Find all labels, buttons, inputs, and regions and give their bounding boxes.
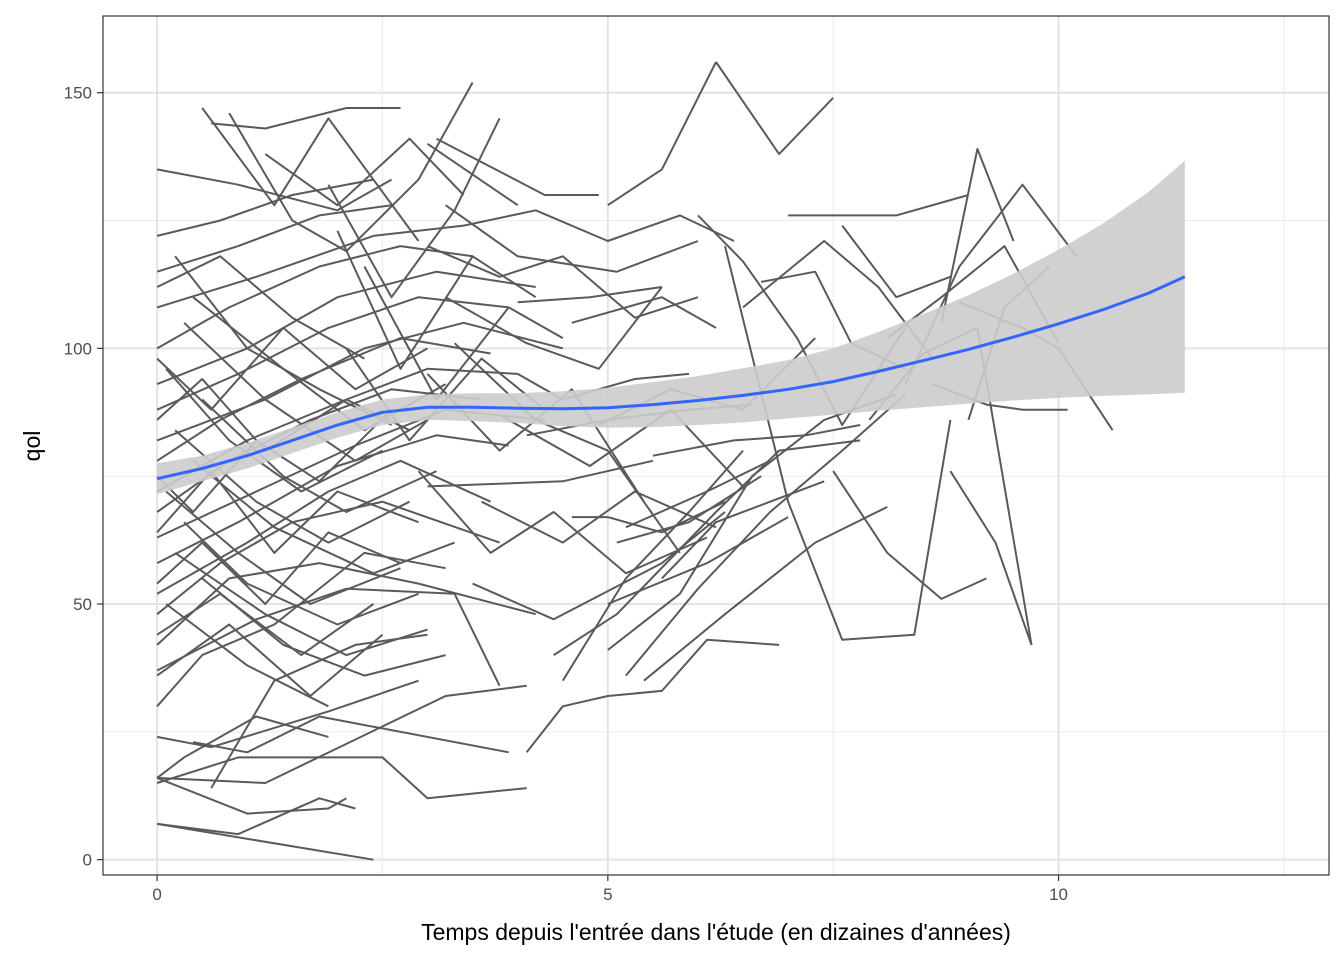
- trajectory-line: [156, 562, 536, 646]
- y-tick-label: 150: [64, 84, 92, 103]
- confidence-ribbon: [157, 160, 1185, 495]
- trajectory-line: [165, 368, 383, 493]
- trajectory-line: [436, 137, 599, 196]
- individual-trajectories: [156, 61, 1114, 861]
- trajectory-line: [192, 715, 509, 754]
- trajectory-line: [192, 460, 455, 575]
- trajectory-line: [156, 715, 329, 779]
- trajectory-line: [211, 107, 401, 130]
- trajectory-line: [156, 592, 374, 657]
- trajectory-line: [832, 470, 987, 600]
- trajectory-line: [156, 326, 428, 411]
- y-tick-label: 100: [64, 339, 92, 358]
- trajectory-line: [363, 266, 564, 401]
- trajectory-line: [174, 552, 428, 657]
- trajectory-line: [652, 424, 861, 457]
- trajectory-line: [156, 434, 509, 564]
- trajectory-line: [165, 603, 329, 708]
- trajectory-line: [201, 398, 437, 513]
- trajectory-line: [156, 776, 347, 815]
- trajectory-line: [336, 230, 537, 370]
- trajectory-line: [157, 684, 527, 784]
- trajectory-line: [156, 270, 536, 386]
- trajectory-line: [156, 470, 419, 554]
- trajectory-line: [156, 679, 419, 749]
- trajectory-line: [156, 531, 401, 605]
- trajectory-line: [661, 480, 825, 580]
- trajectory-line: [445, 204, 699, 273]
- trajectory-line: [715, 61, 834, 156]
- trajectory-line: [561, 449, 744, 682]
- x-tick-label: 10: [1049, 885, 1068, 904]
- trajectory-line: [156, 822, 374, 861]
- smooth-trend-line: [156, 275, 1186, 481]
- trajectory-line: [201, 107, 420, 242]
- trajectory-line: [156, 255, 365, 360]
- y-tick-label: 0: [83, 851, 92, 870]
- trajectory-line: [427, 459, 654, 488]
- y-tick-label: 50: [73, 595, 92, 614]
- plot-border: [102, 15, 1330, 876]
- trajectory-line: [571, 500, 726, 534]
- trajectory-line: [183, 521, 419, 626]
- trajectory-line: [472, 511, 726, 621]
- trajectory-line: [625, 393, 906, 677]
- x-axis-ticks: 0 5 10: [152, 875, 1068, 904]
- trajectory-line: [571, 296, 717, 329]
- trajectory-line: [156, 321, 564, 442]
- trajectory-line: [453, 342, 681, 554]
- trajectory-line: [156, 224, 464, 309]
- trajectory-line: [165, 490, 401, 605]
- trajectory-line: [499, 408, 744, 488]
- trajectory-line: [156, 204, 392, 273]
- trajectory-line: [427, 245, 699, 319]
- trajectory-line: [264, 137, 465, 207]
- trajectory-line: [156, 623, 384, 697]
- trajectory-line: [156, 551, 446, 707]
- trajectory-line: [940, 147, 1015, 324]
- trajectory-line: [517, 286, 663, 304]
- trajectory-line: [156, 168, 392, 212]
- x-tick-label: 5: [603, 885, 612, 904]
- trajectory-line: [841, 224, 951, 299]
- x-axis-title: Temps depuis l'entrée dans l'étude (en d…: [421, 919, 1011, 945]
- y-axis-title: qol: [19, 431, 45, 462]
- x-tick-label: 0: [152, 885, 161, 904]
- trajectory-line: [174, 255, 392, 426]
- trajectory-line: [607, 61, 717, 207]
- trajectory-line: [525, 638, 780, 753]
- trajectory-line: [445, 286, 663, 370]
- trajectory-line: [417, 470, 708, 575]
- y-axis-ticks: 0 50 100 150: [64, 84, 103, 870]
- trajectory-line: [949, 470, 1033, 646]
- trajectory-line: [327, 117, 501, 299]
- trajectory-line: [426, 142, 519, 207]
- trajectory-line: [156, 756, 527, 800]
- trajectory-line: [156, 178, 374, 237]
- trajectory-line: [156, 245, 473, 350]
- trajectory-line: [643, 506, 888, 682]
- trajectory-line: [210, 633, 428, 789]
- trajectory-line: [156, 296, 509, 411]
- trajectory-line: [463, 209, 735, 242]
- trajectory-line: [788, 194, 969, 217]
